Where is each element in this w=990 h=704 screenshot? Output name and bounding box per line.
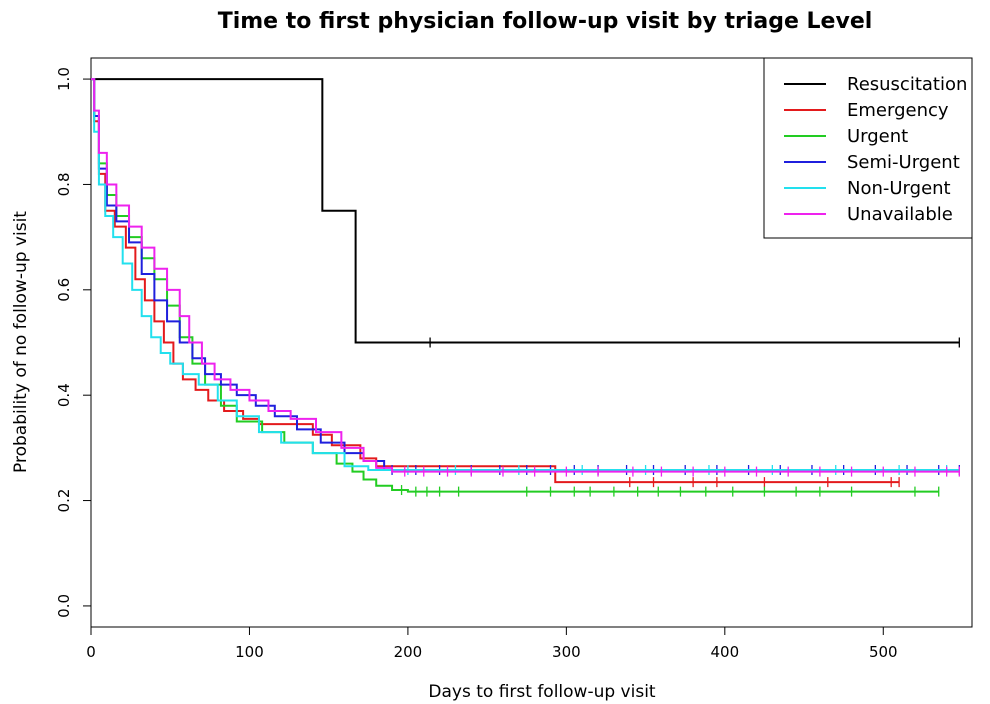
legend-entry: Urgent bbox=[847, 126, 908, 147]
legend-entry: Semi-Urgent bbox=[847, 152, 960, 173]
legend-entry: Non-Urgent bbox=[847, 178, 951, 199]
x-tick-label: 0 bbox=[86, 643, 96, 661]
legend: Resuscitation Emergency Urgent Semi-Urgent N… bbox=[763, 57, 973, 239]
plot-frame bbox=[90, 57, 973, 628]
legend-entry: Unavailable bbox=[847, 204, 953, 225]
legend-box bbox=[763, 57, 973, 239]
series-unavailable bbox=[91, 78, 960, 477]
y-tick-label: 0.4 bbox=[55, 383, 73, 407]
axes: 0 100 200 300 400 500 0.0 0.2 0.4 0.6 0.8 1.0 bbox=[55, 57, 973, 661]
x-tick-label: 100 bbox=[235, 643, 264, 661]
series-resuscitation bbox=[91, 78, 960, 348]
series-line bbox=[91, 78, 960, 473]
series-group bbox=[91, 78, 960, 497]
y-tick-label: 0.6 bbox=[55, 278, 73, 302]
y-tick-label: 0.2 bbox=[55, 489, 73, 513]
x-axis-label: Days to first follow-up visit bbox=[428, 682, 656, 702]
x-tick-label: 500 bbox=[869, 643, 898, 661]
x-tick-label: 200 bbox=[394, 643, 423, 661]
legend-entry: Emergency bbox=[847, 100, 949, 121]
y-tick-label: 1.0 bbox=[55, 67, 73, 91]
x-tick-label: 300 bbox=[552, 643, 581, 661]
series-line bbox=[91, 78, 960, 344]
y-tick-label: 0.0 bbox=[55, 594, 73, 618]
y-axis-label: Probability of no follow-up visit bbox=[11, 211, 31, 473]
series-line bbox=[91, 78, 960, 471]
y-tick-label: 0.8 bbox=[55, 173, 73, 197]
chart-title: Time to first physician follow-up visit … bbox=[218, 9, 873, 34]
legend-entry: Resuscitation bbox=[847, 74, 967, 95]
series-line bbox=[91, 78, 960, 471]
x-tick-label: 400 bbox=[710, 643, 739, 661]
